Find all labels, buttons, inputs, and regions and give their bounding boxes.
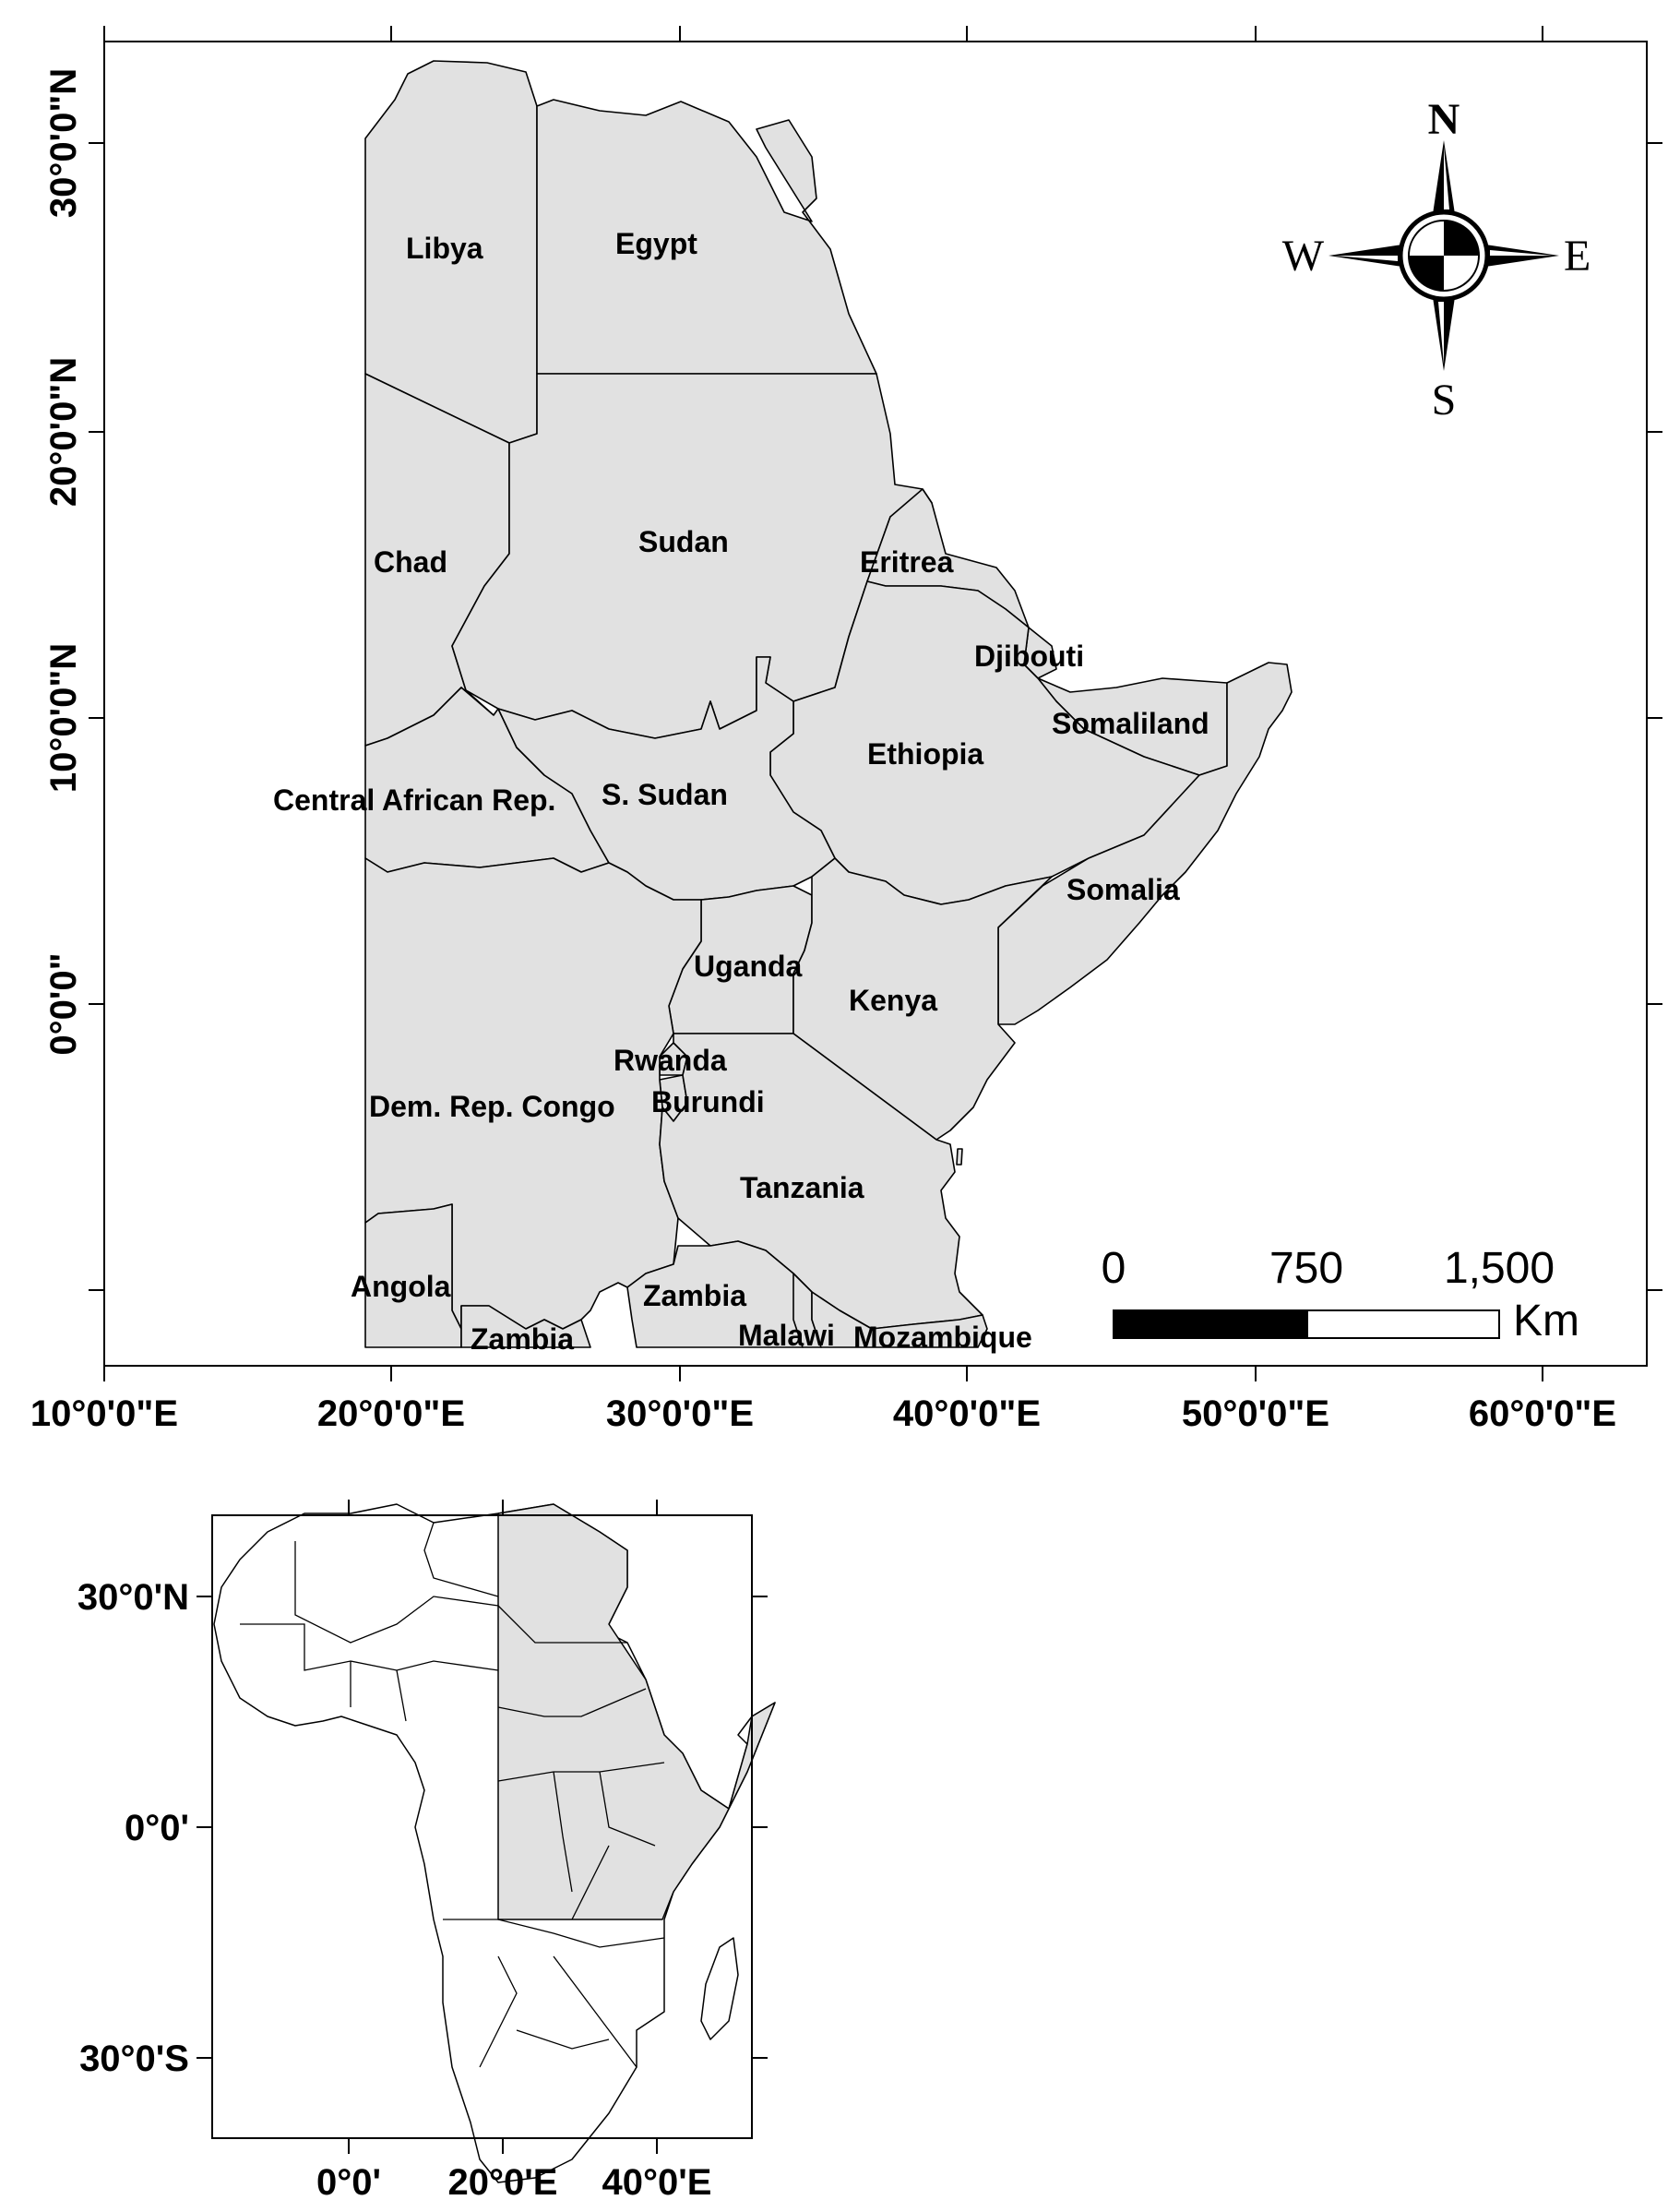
x-tick-label: 10°0'0"E — [30, 1393, 178, 1434]
y-tick-label: 30°0'0"N — [43, 68, 84, 218]
label-car: Central African Rep. — [273, 783, 555, 817]
compass-letter-north: N — [1428, 95, 1460, 144]
y-tick-label: 0°0'0" — [43, 952, 84, 1055]
label-zambia-west: Zambia — [471, 1322, 574, 1356]
main-map-frame — [103, 41, 1648, 1367]
scale-segment-light — [1306, 1309, 1500, 1339]
scale-bar: 0 750 1,500 Km — [1102, 1244, 1579, 1345]
inset-y-tick-label: 0°0' — [125, 1808, 189, 1848]
inset-madagascar — [700, 1937, 739, 2040]
label-tanzania: Tanzania — [740, 1171, 864, 1204]
scale-label-750: 750 — [1269, 1244, 1343, 1293]
label-kenya: Kenya — [849, 984, 937, 1017]
island-zanzibar — [956, 1148, 963, 1166]
x-tick-label: 30°0'0"E — [606, 1393, 754, 1434]
x-ticks — [103, 26, 1543, 1381]
main-map: 10°0'0"E 20°0'0"E 30°0'0"E 40°0'0"E 50°0… — [30, 26, 1662, 1434]
inset-x-ticks — [348, 1500, 658, 2154]
y-ticks — [89, 142, 1662, 1291]
country-angola — [364, 1203, 462, 1348]
scale-label-1500: 1,500 — [1444, 1244, 1555, 1293]
label-egypt: Egypt — [615, 227, 697, 260]
compass-rose: N S E W — [1282, 95, 1591, 424]
inset-borders — [240, 1522, 665, 2068]
inset-study-area — [497, 1503, 776, 1920]
label-libya: Libya — [406, 232, 483, 265]
label-angola: Angola — [351, 1270, 451, 1303]
scale-label-0: 0 — [1102, 1244, 1126, 1293]
inset-y-ticks — [197, 1596, 768, 2059]
y-tick-label: 10°0'0"N — [43, 643, 84, 793]
inset-x-tick-label: 0°0' — [316, 2162, 381, 2200]
label-somaliland: Somaliland — [1052, 707, 1209, 740]
label-somalia: Somalia — [1066, 873, 1180, 906]
scale-unit: Km — [1513, 1297, 1579, 1345]
label-s-sudan: S. Sudan — [602, 778, 728, 811]
country-kenya — [792, 857, 1053, 1141]
label-ethiopia: Ethiopia — [867, 737, 983, 771]
x-tick-label: 20°0'0"E — [317, 1393, 465, 1434]
inset-y-tick-labels: 30°0'N 0°0' 30°0'S — [77, 1577, 189, 2079]
land-layer — [364, 60, 1293, 1348]
label-uganda: Uganda — [694, 950, 803, 983]
inset-y-tick-label: 30°0'N — [77, 1577, 189, 1618]
inset-map: 0°0' 20°0'E 40°0'E 30°0'N 0°0' 30°0'S — [77, 1500, 776, 2200]
country-zambia-west — [460, 1305, 591, 1348]
label-drc: Dem. Rep. Congo — [369, 1090, 615, 1123]
x-tick-label: 60°0'0"E — [1469, 1393, 1616, 1434]
country-mozambique — [811, 1291, 988, 1348]
compass-letter-south: S — [1432, 376, 1457, 424]
inset-x-tick-label: 20°0'E — [448, 2162, 558, 2200]
country-zambia-east — [626, 1240, 813, 1348]
label-mozambique: Mozambique — [853, 1321, 1032, 1354]
y-tick-label: 20°0'0"N — [43, 357, 84, 507]
scale-segment-dark — [1113, 1309, 1308, 1339]
label-chad: Chad — [374, 545, 447, 579]
country-somalia — [997, 662, 1293, 1025]
country-labels: Libya Egypt Chad Sudan Eritrea Djibouti … — [273, 227, 1209, 1356]
inset-x-tick-label: 40°0'E — [602, 2162, 712, 2200]
y-tick-labels: 30°0'0"N 20°0'0"N 10°0'0"N 0°0'0" — [43, 68, 84, 1056]
label-sudan: Sudan — [638, 525, 729, 558]
country-egypt — [536, 99, 877, 375]
x-tick-label: 40°0'0"E — [893, 1393, 1041, 1434]
compass-letter-west: W — [1282, 232, 1325, 281]
x-tick-label: 50°0'0"E — [1182, 1393, 1329, 1434]
label-eritrea: Eritrea — [860, 545, 954, 579]
inset-x-tick-labels: 0°0' 20°0'E 40°0'E — [316, 2162, 711, 2200]
label-malawi: Malawi — [738, 1319, 835, 1352]
label-djibouti: Djibouti — [974, 640, 1084, 673]
label-rwanda: Rwanda — [614, 1044, 727, 1077]
inset-y-tick-label: 30°0'S — [79, 2039, 189, 2079]
compass-letter-east: E — [1564, 232, 1591, 281]
label-zambia-east: Zambia — [643, 1279, 746, 1312]
label-burundi: Burundi — [651, 1085, 765, 1118]
x-tick-labels: 10°0'0"E 20°0'0"E 30°0'0"E 40°0'0"E 50°0… — [30, 1393, 1616, 1434]
